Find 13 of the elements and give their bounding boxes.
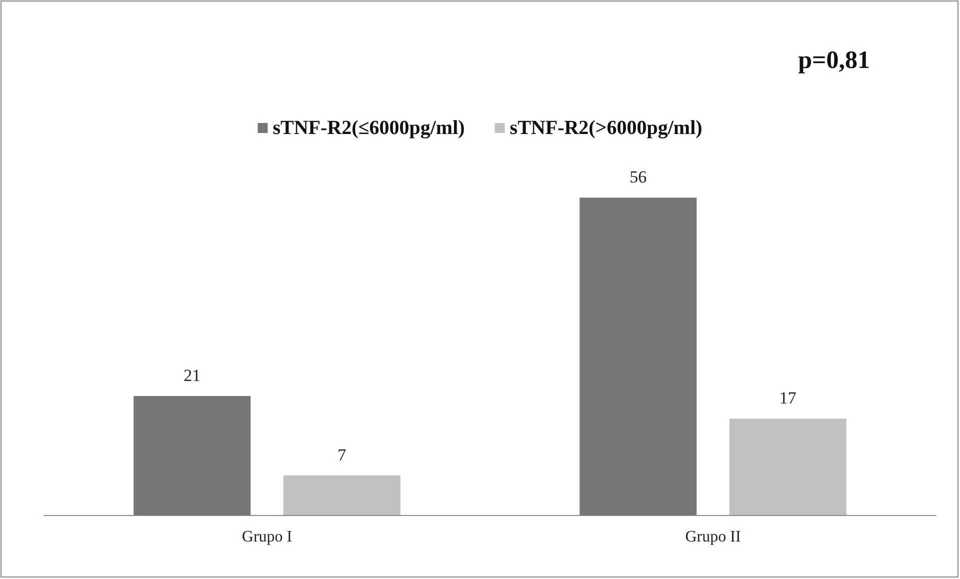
legend-label: sTNF-R2(≤6000pg/ml) — [272, 117, 465, 139]
data-label: 7 — [338, 445, 347, 464]
data-label: 21 — [184, 366, 201, 385]
bar — [729, 418, 846, 515]
x-tick-label: Grupo I — [242, 528, 292, 546]
text: p=0,81 — [798, 47, 870, 74]
data-label: 17 — [779, 388, 797, 408]
bar — [580, 198, 697, 515]
data-label: 56 — [630, 168, 647, 187]
legend-label: sTNF-R2(>6000pg/ml) — [510, 117, 702, 139]
bar — [134, 396, 251, 515]
bar — [283, 475, 400, 515]
x-tick-label: Grupo II — [685, 528, 741, 546]
